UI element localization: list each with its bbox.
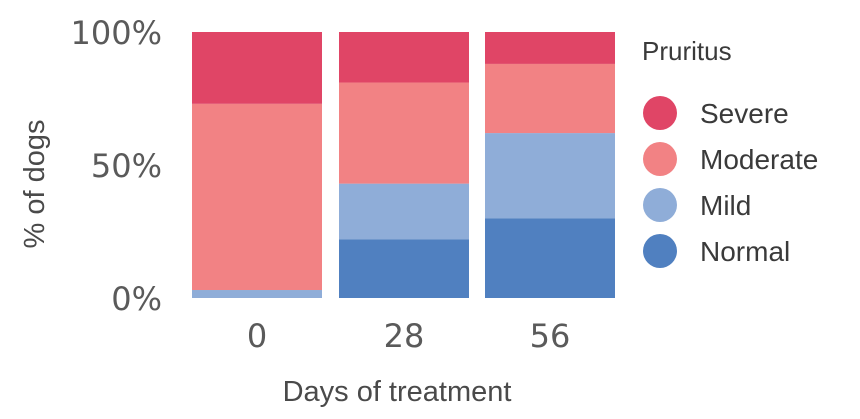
bars-group	[192, 32, 615, 298]
bar-segment-mild-day-0	[192, 290, 322, 298]
bar-segment-moderate-day-28	[339, 82, 469, 184]
x-tick-label: 0	[247, 317, 267, 355]
bar-segment-severe-day-28	[339, 32, 469, 83]
bar-segment-mild-day-28	[339, 183, 469, 240]
legend-label-mild: Mild	[700, 190, 751, 221]
y-tick-label: 50%	[91, 147, 162, 185]
bar-segment-moderate-day-0	[192, 103, 322, 291]
x-tick-label: 28	[384, 317, 425, 355]
bar-segment-severe-day-0	[192, 32, 322, 104]
legend: Pruritus Severe Moderate Mild Normal	[642, 36, 818, 268]
bar-segment-normal-day-28	[339, 239, 469, 298]
x-axis-title: Days of treatment	[283, 376, 512, 408]
x-axis-ticks: 0 28 56	[247, 317, 571, 355]
legend-label-normal: Normal	[700, 236, 790, 267]
legend-swatch-mild	[643, 188, 677, 222]
bar-segment-mild-day-56	[485, 133, 615, 219]
bar-segment-normal-day-56	[485, 218, 615, 298]
y-axis-title: % of dogs	[19, 120, 51, 249]
x-tick-label: 56	[530, 317, 571, 355]
bar-segment-severe-day-56	[485, 32, 615, 64]
y-tick-label: 100%	[71, 14, 162, 52]
bar-segment-moderate-day-56	[485, 63, 615, 134]
legend-label-severe: Severe	[700, 98, 789, 129]
legend-swatch-severe	[643, 96, 677, 130]
y-tick-label: 0%	[111, 280, 162, 318]
y-axis-ticks: 0% 50% 100%	[71, 14, 162, 318]
legend-swatch-normal	[643, 234, 677, 268]
legend-label-moderate: Moderate	[700, 144, 818, 175]
legend-swatch-moderate	[643, 142, 677, 176]
legend-title: Pruritus	[642, 36, 732, 66]
